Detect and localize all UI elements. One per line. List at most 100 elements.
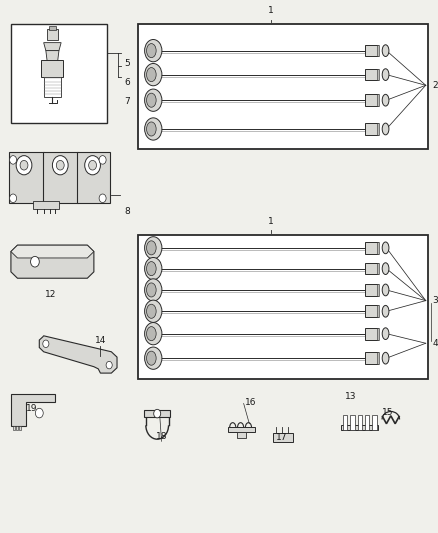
Bar (340, 425, 377, 430)
Bar (137, 235, 427, 379)
Ellipse shape (146, 68, 156, 82)
Bar (376, 284, 378, 296)
Bar (376, 305, 378, 317)
Text: 15: 15 (381, 408, 393, 417)
Ellipse shape (144, 300, 162, 322)
Bar (272, 433, 292, 442)
Text: 2: 2 (431, 81, 437, 90)
Ellipse shape (146, 351, 156, 365)
Bar (376, 45, 378, 56)
Ellipse shape (146, 327, 156, 341)
Text: 5: 5 (124, 60, 130, 68)
Bar (364, 123, 377, 135)
Ellipse shape (144, 347, 162, 369)
Ellipse shape (381, 328, 388, 340)
Bar (13, 426, 15, 430)
Bar (364, 305, 377, 317)
Bar (364, 45, 377, 56)
Bar (376, 69, 378, 80)
Bar (19, 426, 21, 430)
Ellipse shape (144, 322, 162, 345)
Bar (376, 242, 378, 254)
Bar (41, 60, 63, 77)
Bar (376, 94, 378, 106)
Circle shape (35, 408, 43, 418)
Text: 1: 1 (267, 217, 273, 226)
Bar (43, 77, 61, 97)
Polygon shape (11, 394, 54, 426)
Bar (371, 415, 376, 430)
Ellipse shape (144, 118, 162, 140)
Bar (357, 415, 361, 430)
Circle shape (56, 160, 64, 170)
Ellipse shape (381, 242, 388, 254)
Bar (364, 242, 377, 254)
Bar (228, 427, 254, 432)
Bar (364, 263, 377, 274)
Ellipse shape (146, 122, 156, 136)
Ellipse shape (144, 63, 162, 86)
Bar (11, 24, 107, 123)
Circle shape (88, 160, 96, 170)
Polygon shape (43, 43, 61, 51)
Bar (364, 69, 377, 80)
Ellipse shape (146, 44, 156, 58)
Circle shape (20, 160, 28, 170)
Ellipse shape (146, 93, 156, 107)
Circle shape (85, 156, 100, 175)
Bar (9, 152, 43, 203)
Text: 1: 1 (267, 6, 273, 15)
Text: 12: 12 (44, 290, 56, 300)
Circle shape (31, 256, 39, 267)
Bar (376, 352, 378, 364)
Ellipse shape (144, 237, 162, 259)
Ellipse shape (146, 304, 156, 318)
Bar (49, 26, 56, 30)
Ellipse shape (146, 262, 156, 276)
Ellipse shape (144, 279, 162, 301)
Ellipse shape (146, 241, 156, 255)
Ellipse shape (144, 89, 162, 111)
Bar (144, 410, 170, 417)
Bar (342, 415, 346, 430)
Text: 8: 8 (124, 207, 130, 216)
Ellipse shape (381, 69, 388, 80)
Bar (364, 352, 377, 364)
Circle shape (153, 409, 160, 418)
Bar (376, 123, 378, 135)
Polygon shape (46, 51, 59, 61)
Text: 3: 3 (431, 296, 437, 305)
Ellipse shape (381, 94, 388, 106)
Ellipse shape (381, 123, 388, 135)
Ellipse shape (381, 284, 388, 296)
Circle shape (10, 156, 17, 164)
Text: 19: 19 (26, 404, 38, 413)
Text: 14: 14 (95, 336, 106, 345)
Text: 6: 6 (124, 78, 130, 87)
Bar (364, 94, 377, 106)
Ellipse shape (381, 45, 388, 56)
Bar (33, 201, 59, 209)
Text: 4: 4 (431, 339, 437, 348)
Ellipse shape (144, 257, 162, 280)
Polygon shape (11, 245, 94, 278)
Ellipse shape (381, 352, 388, 364)
Circle shape (42, 340, 49, 348)
Bar (137, 24, 427, 149)
Circle shape (106, 361, 112, 369)
Ellipse shape (146, 283, 156, 297)
Circle shape (99, 194, 106, 203)
Bar (46, 29, 58, 40)
Text: 7: 7 (124, 97, 130, 106)
Text: 13: 13 (344, 392, 356, 401)
Circle shape (10, 194, 17, 203)
Text: 16: 16 (244, 398, 255, 407)
Circle shape (52, 156, 68, 175)
Ellipse shape (381, 305, 388, 317)
Circle shape (16, 156, 32, 175)
Bar (350, 415, 354, 430)
Polygon shape (11, 245, 94, 258)
Bar (364, 284, 377, 296)
Bar (16, 426, 18, 430)
Text: 18: 18 (155, 432, 167, 441)
